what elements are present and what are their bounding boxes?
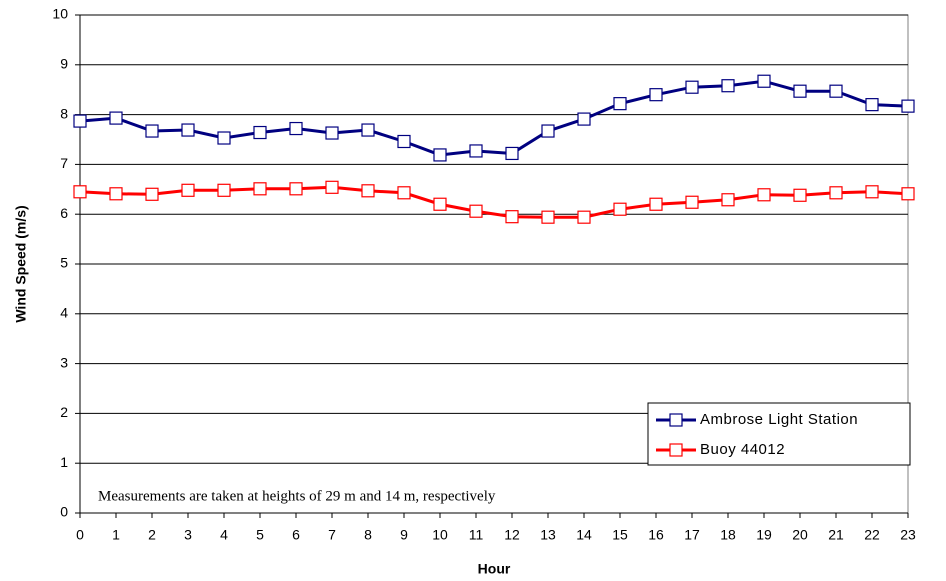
- marker: [649, 197, 663, 211]
- legend-label: Buoy 44012: [700, 441, 785, 458]
- marker: [253, 125, 267, 140]
- x-tick-label: 19: [756, 527, 772, 543]
- marker: [685, 195, 699, 209]
- marker: [109, 111, 123, 125]
- marker: [145, 124, 159, 138]
- x-tick-label: 7: [328, 527, 336, 543]
- marker: [505, 210, 519, 224]
- y-tick-label: 6: [60, 205, 68, 221]
- y-tick-label: 3: [60, 354, 68, 370]
- marker: [577, 210, 591, 224]
- marker: [541, 210, 555, 224]
- marker: [541, 124, 555, 138]
- marker: [685, 80, 699, 94]
- marker: [793, 84, 807, 98]
- marker: [829, 84, 843, 98]
- marker: [181, 183, 195, 197]
- marker: [829, 186, 843, 200]
- y-tick-label: 8: [60, 105, 68, 121]
- marker: [793, 188, 807, 202]
- x-tick-label: 3: [184, 527, 192, 543]
- marker: [145, 187, 159, 201]
- x-tick-label: 4: [220, 527, 228, 543]
- marker: [901, 187, 915, 201]
- y-tick-label: 7: [60, 155, 68, 171]
- marker: [325, 126, 339, 140]
- marker: [469, 204, 483, 218]
- x-tick-label: 10: [432, 527, 448, 543]
- marker: [505, 146, 519, 161]
- marker: [289, 121, 303, 136]
- marker: [397, 134, 411, 149]
- legend-label: Ambrose Light Station: [700, 411, 858, 428]
- x-tick-label: 1: [112, 527, 120, 543]
- marker: [433, 148, 447, 162]
- x-tick-label: 9: [400, 527, 408, 543]
- y-tick-label: 4: [60, 305, 68, 321]
- y-tick-label: 0: [60, 504, 68, 520]
- marker: [217, 131, 231, 145]
- x-tick-label: 11: [469, 527, 484, 543]
- y-tick-label: 10: [52, 6, 68, 22]
- x-tick-label: 17: [684, 527, 700, 543]
- marker: [865, 98, 879, 112]
- y-tick-label: 5: [60, 255, 68, 271]
- marker: [73, 114, 87, 128]
- marker: [721, 79, 735, 93]
- y-tick-label: 2: [60, 404, 68, 420]
- marker: [757, 74, 771, 88]
- marker: [361, 123, 375, 137]
- x-tick-label: 2: [148, 527, 156, 543]
- marker: [181, 123, 195, 137]
- x-tick-label: 5: [256, 527, 264, 543]
- marker: [433, 197, 447, 211]
- marker: [73, 185, 87, 199]
- x-tick-label: 23: [900, 527, 916, 543]
- x-tick-label: 13: [540, 527, 556, 543]
- marker: [577, 112, 591, 126]
- marker: [325, 180, 339, 194]
- marker: [217, 183, 231, 197]
- x-tick-label: 14: [576, 527, 592, 543]
- x-tick-label: 16: [648, 527, 664, 543]
- marker: [865, 185, 879, 199]
- x-tick-label: 12: [504, 527, 520, 543]
- annotation: Measurements are taken at heights of 29 …: [98, 488, 496, 504]
- marker: [109, 187, 123, 201]
- marker: [361, 184, 375, 198]
- marker: [757, 188, 771, 202]
- x-tick-label: 18: [720, 527, 736, 543]
- y-tick-label: 1: [60, 454, 68, 470]
- legend-box: [647, 402, 911, 466]
- x-tick-label: 8: [364, 527, 372, 543]
- y-tick-label: 9: [60, 56, 68, 72]
- x-tick-label: 21: [828, 527, 844, 543]
- marker: [289, 182, 303, 196]
- x-tick-label: 6: [292, 527, 300, 543]
- marker: [721, 193, 735, 207]
- legend-marker: [669, 443, 683, 457]
- x-tick-label: 15: [612, 527, 628, 543]
- x-axis-label: Hour: [478, 561, 511, 577]
- x-tick-label: 0: [76, 527, 84, 543]
- marker: [397, 186, 411, 200]
- marker: [613, 97, 627, 111]
- marker: [613, 202, 627, 216]
- y-axis-label: Wind Speed (m/s): [13, 205, 29, 322]
- legend-marker: [669, 413, 683, 427]
- x-tick-label: 22: [864, 527, 880, 543]
- marker: [901, 99, 915, 113]
- marker: [253, 182, 267, 196]
- marker: [469, 144, 483, 158]
- x-tick-label: 20: [792, 527, 808, 543]
- marker: [649, 88, 663, 102]
